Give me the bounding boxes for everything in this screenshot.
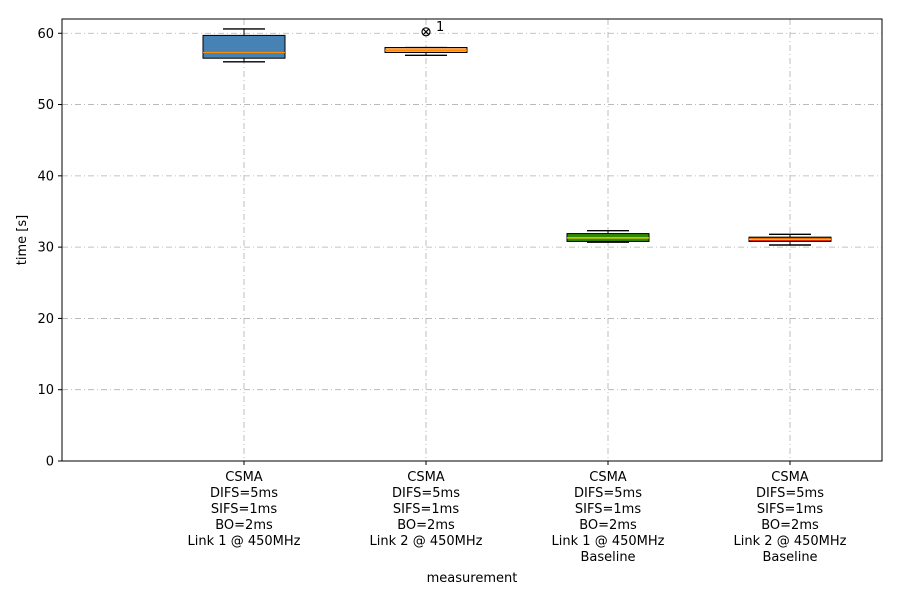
y-axis-label: time [s]	[15, 215, 30, 265]
outlier-label: 1	[436, 20, 444, 35]
box-group: 1	[384, 20, 468, 57]
x-tick-label-line: DIFS=5ms	[574, 486, 642, 501]
x-tick-label-line: Baseline	[580, 550, 635, 565]
box-group	[748, 233, 832, 246]
y-tick-label: 20	[37, 312, 54, 327]
plot-frame	[61, 18, 883, 462]
x-tick-label-line: BO=2ms	[215, 518, 273, 533]
x-tick-label-line: Link 1 @ 450MHz	[188, 534, 301, 549]
y-tick-label: 0	[46, 455, 54, 470]
outlier-cross	[422, 28, 430, 36]
x-tick-label-line: SIFS=1ms	[757, 502, 823, 517]
y-tick-label: 40	[37, 169, 54, 184]
x-tick-label-line: SIFS=1ms	[211, 502, 277, 517]
x-tick-label-line: BO=2ms	[761, 518, 819, 533]
x-tick-label-line: Link 1 @ 450MHz	[552, 534, 665, 549]
x-tick-label-line: Link 2 @ 450MHz	[734, 534, 847, 549]
y-tick-label: 30	[37, 241, 54, 256]
x-tick-label-line: CSMA	[225, 470, 263, 485]
box-group	[202, 28, 286, 63]
x-tick-label: CSMA DIFS=5ms SIFS=1ms BO=2ms Link 2 @ 450MH…	[370, 470, 483, 549]
x-tick-label-line: Baseline	[762, 550, 817, 565]
x-tick-label-line: DIFS=5ms	[756, 486, 824, 501]
y-tick-label: 10	[37, 383, 54, 398]
x-tick-label: CSMA DIFS=5ms SIFS=1ms BO=2ms Link 1 @ 450MH…	[552, 470, 665, 565]
outlier-circle	[421, 27, 431, 37]
y-tick-label: 50	[37, 98, 54, 113]
x-tick-label-line: BO=2ms	[397, 518, 455, 533]
box-body	[202, 34, 286, 59]
x-tick-label-line: CSMA	[407, 470, 445, 485]
x-tick-label-line: DIFS=5ms	[210, 486, 278, 501]
boxes: 1	[202, 20, 832, 246]
x-tick-label-line: DIFS=5ms	[392, 486, 460, 501]
x-tick-label-line: CSMA	[589, 470, 627, 485]
x-axis-label: measurement	[427, 571, 518, 586]
x-tick-label-line: SIFS=1ms	[575, 502, 641, 517]
y-tick-label: 60	[37, 27, 54, 42]
x-tick-label: CSMA DIFS=5ms SIFS=1ms BO=2ms Link 1 @ 450MH…	[188, 470, 301, 549]
x-tick-label-line: SIFS=1ms	[393, 502, 459, 517]
box-group	[566, 230, 650, 243]
x-tick-label: CSMA DIFS=5ms SIFS=1ms BO=2ms Link 2 @ 450MH…	[734, 470, 847, 565]
x-tick-label-line: Link 2 @ 450MHz	[370, 534, 483, 549]
outlier-marker	[421, 27, 431, 37]
x-tick-label-line: BO=2ms	[579, 518, 637, 533]
x-tick-label-line: CSMA	[771, 470, 809, 485]
